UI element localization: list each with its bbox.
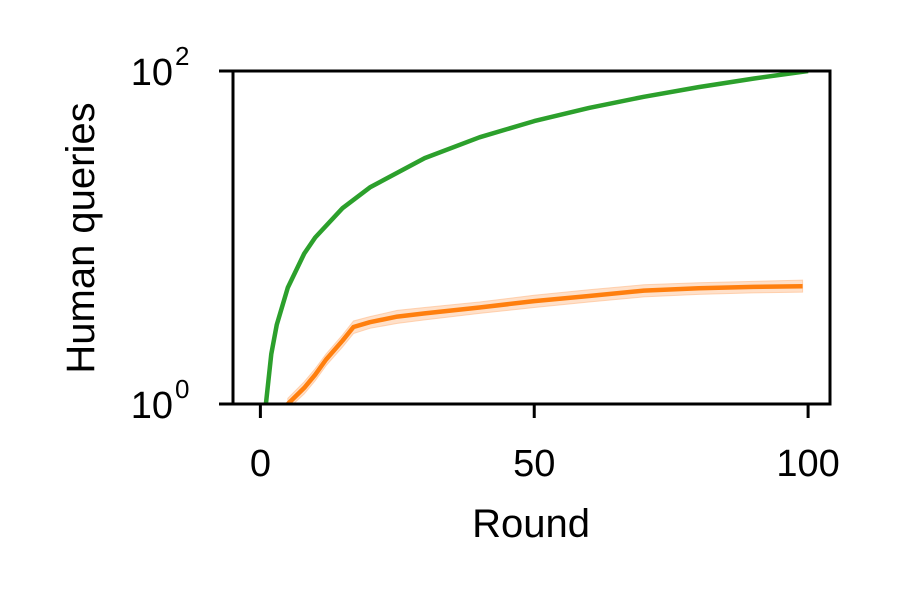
series-0-line	[263, 71, 809, 404]
series-1-line	[286, 283, 803, 404]
y-tick-base: 10	[131, 385, 173, 427]
y-axis-title: Human queries	[59, 102, 103, 373]
x-tick-label: 100	[776, 443, 839, 485]
x-axis: 0 50 100	[250, 404, 840, 485]
y-tick-label: 10	[131, 385, 173, 427]
series-1-confidence-band	[287, 279, 804, 404]
y-tick-base: 10	[131, 52, 173, 94]
x-axis-title: Round	[472, 502, 590, 546]
x-tick-label: 50	[513, 443, 555, 485]
y-tick-exponent: 2	[175, 41, 189, 71]
series-layer	[263, 71, 809, 404]
x-tick-label: 0	[250, 443, 271, 485]
y-tick-exponent: 0	[175, 374, 189, 404]
plot-frame	[231, 69, 832, 406]
y-tick-label: 10	[131, 52, 173, 94]
